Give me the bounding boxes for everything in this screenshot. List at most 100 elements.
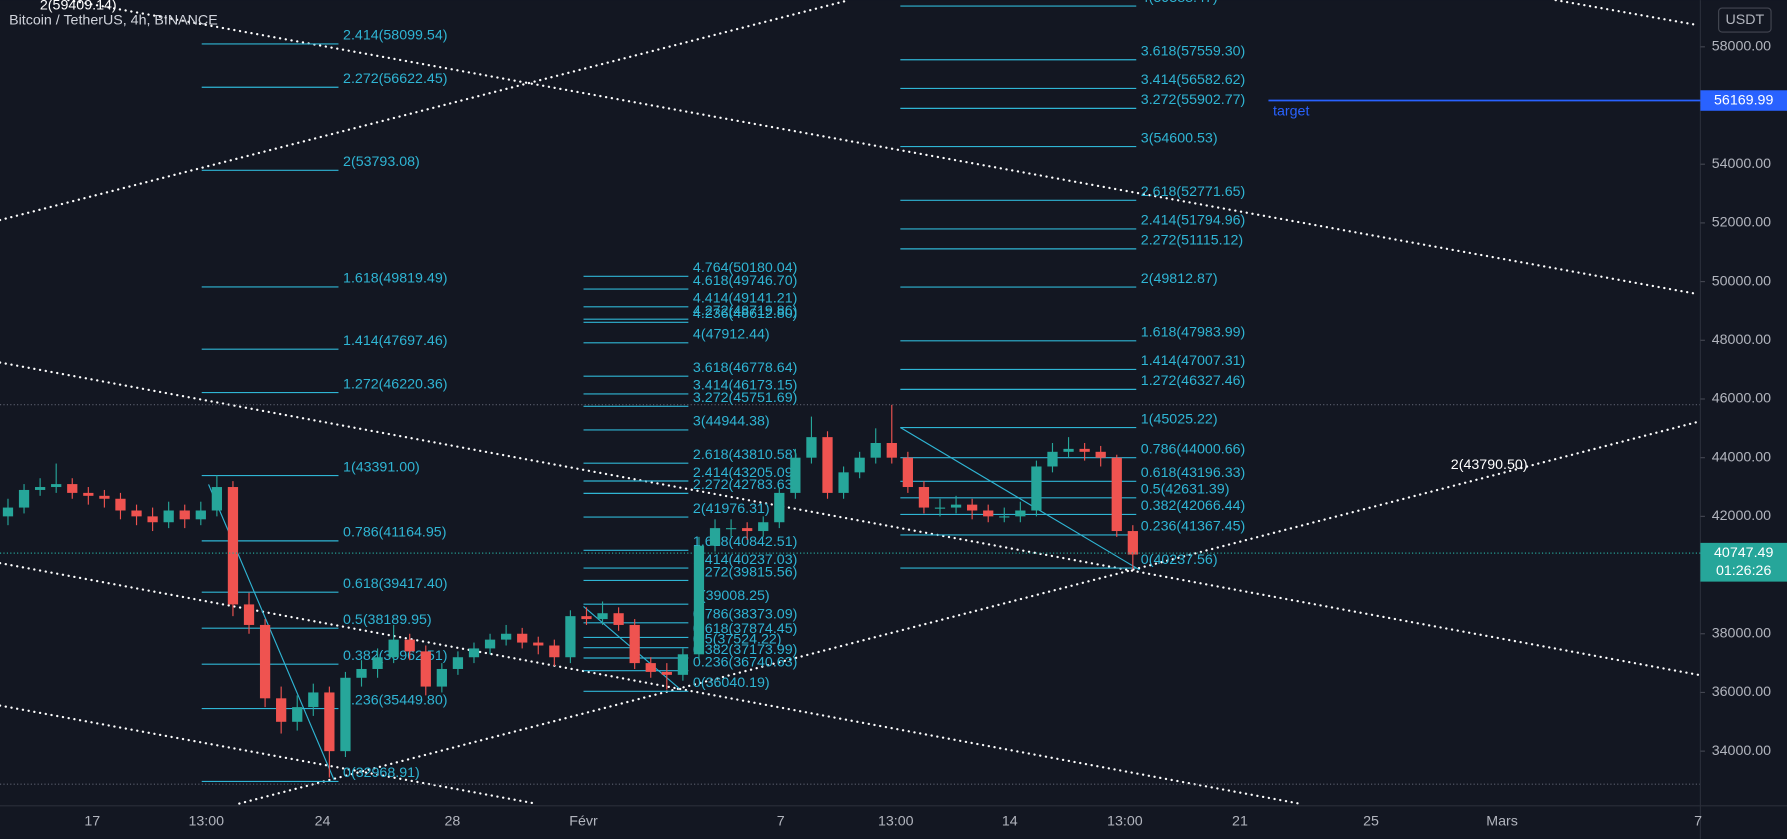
fib-label: 1.618(40842.51)	[693, 534, 797, 550]
candle-body	[259, 624, 271, 699]
fib-label: 0.236(41367.45)	[1141, 519, 1245, 535]
candle-body	[533, 642, 544, 646]
y-tick-label: 34000.00	[1712, 743, 1771, 759]
candle-body	[822, 437, 833, 493]
candle-body	[886, 443, 897, 458]
candle-body	[292, 707, 303, 722]
fib-label: 1.272(46327.46)	[1141, 373, 1245, 389]
fib-label: 1(39008.25)	[693, 588, 770, 604]
fib-label: 2.272(42783.63)	[693, 477, 797, 493]
y-tick-label: 58000.00	[1712, 39, 1771, 55]
x-tick-label: 13:00	[188, 814, 224, 830]
fib-label: 2.272(56622.45)	[343, 71, 447, 87]
fib-label: 4.618(49746.70)	[693, 273, 797, 289]
y-tick-label: 48000.00	[1712, 332, 1771, 348]
candle-body	[902, 457, 913, 488]
fib-label: 1(43391.00)	[343, 459, 420, 475]
y-tick-label: 44000.00	[1712, 449, 1771, 465]
candle-body	[967, 504, 978, 511]
candle-body	[693, 545, 705, 655]
fib-label: 0(40237.56)	[1141, 552, 1218, 568]
fib-label: 2(41976.31)	[693, 501, 770, 517]
channel-line	[0, 704, 537, 805]
candle-body	[67, 484, 78, 493]
y-tick-label: 42000.00	[1712, 508, 1771, 524]
chart-title: Bitcoin / TetherUS, 4h, BINANCE	[9, 12, 218, 28]
candle-body	[356, 668, 367, 678]
x-tick-label: 17	[84, 814, 100, 830]
candle-body	[742, 528, 753, 532]
candle-body	[709, 528, 721, 546]
fib-label: 3.618(46778.64)	[693, 360, 797, 376]
fib-label: 0.382(37173.99)	[693, 642, 797, 658]
y-tick-label: 52000.00	[1712, 215, 1771, 231]
fib-label: 2.414(58099.54)	[343, 28, 447, 44]
candle-body	[51, 484, 62, 488]
candle-body	[227, 487, 239, 605]
candle-body	[565, 616, 576, 658]
x-tick-label: 13:00	[1107, 814, 1143, 830]
fib-label: 0.786(38373.09)	[693, 607, 797, 623]
currency-box	[1718, 7, 1772, 33]
fib-label: 4.764(50180.04)	[693, 260, 797, 276]
fib-label: 0.618(39417.40)	[343, 576, 447, 592]
candle-body	[806, 437, 817, 458]
candle-body	[950, 504, 962, 508]
candle-body	[934, 507, 946, 509]
candle-body	[1031, 466, 1042, 511]
x-tick-label: 25	[1363, 814, 1379, 830]
candle-body	[163, 510, 174, 523]
target-tag	[1700, 90, 1787, 111]
currency: USDT	[1725, 12, 1764, 28]
fib-label: 3.618(57559.30)	[1141, 44, 1245, 60]
fib-label: 3(44944.38)	[693, 414, 770, 430]
fib-label: 2.414(43205.09)	[693, 465, 797, 481]
fib-label: 3(54600.53)	[1141, 130, 1218, 146]
fib-label: 0(32968.91)	[343, 765, 420, 781]
candle-body	[388, 639, 399, 658]
fib-label: 0.618(43196.33)	[1141, 465, 1245, 481]
fib-trend	[900, 426, 1140, 571]
fib-label: 0(36040.19)	[693, 675, 770, 691]
x-tick-label: 21	[1232, 814, 1248, 830]
fib-label: 2.414(51794.96)	[1141, 213, 1245, 229]
candle-body	[468, 648, 480, 658]
x-tick-label: 7	[1694, 814, 1702, 830]
candle-body	[999, 516, 1010, 518]
candle-body	[179, 510, 190, 520]
fib-label: 3.272(45751.69)	[693, 390, 797, 406]
candle-body	[1111, 457, 1122, 532]
candle-body	[1047, 451, 1058, 467]
annotation: 2(59409.14)	[40, 0, 117, 14]
candle-body	[276, 698, 287, 722]
candle-body	[500, 633, 512, 640]
candle-body	[404, 639, 415, 652]
candle-body	[1127, 531, 1138, 555]
target-label: target	[1273, 104, 1309, 120]
candle-body	[645, 663, 656, 672]
candle-body	[758, 522, 769, 532]
candle-body	[83, 492, 94, 496]
candle-body	[372, 657, 383, 669]
candle-body	[1079, 448, 1090, 452]
candle-body	[854, 457, 865, 473]
fib-label: 4.414(49141.21)	[693, 291, 797, 307]
plot: 2.414(58099.54) 2.272(56622.45) 2(53793.08…	[2, 0, 1528, 782]
fib-label: 1.272(46220.36)	[343, 376, 447, 392]
candle-body	[870, 443, 881, 458]
fib-label: 3.414(56582.62)	[1141, 72, 1245, 88]
candle-body	[18, 489, 30, 508]
fib-label: 0.5(38189.95)	[343, 612, 432, 628]
fib-label: 3.414(46173.15)	[693, 378, 797, 394]
x-tick-label: 28	[445, 814, 461, 830]
fib-label: 0.382(42066.44)	[1141, 498, 1245, 514]
candle-body	[613, 613, 624, 625]
candle-body	[99, 495, 110, 499]
fib-label: 1.414(47697.46)	[343, 333, 447, 349]
candle-body	[983, 510, 994, 517]
fib-label: 2.272(51115.12)	[1141, 233, 1243, 249]
candle-body	[677, 654, 689, 675]
candle-body	[790, 457, 801, 493]
fib-label: 0.236(36740.63)	[693, 655, 797, 671]
